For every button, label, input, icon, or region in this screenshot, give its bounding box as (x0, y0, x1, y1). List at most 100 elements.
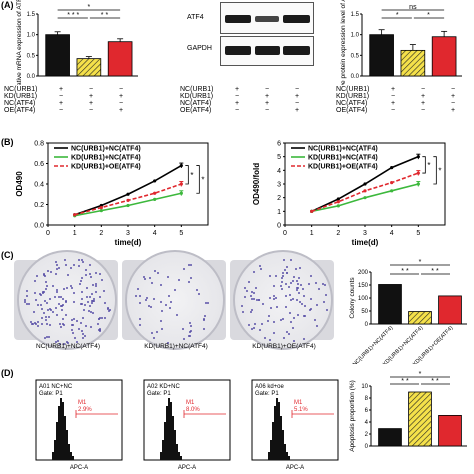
colony-dot (181, 327, 184, 330)
sign: − (450, 100, 456, 107)
colony-dot (297, 282, 300, 285)
colony-dot (295, 299, 298, 302)
histogram-bin (288, 456, 290, 460)
data-point (126, 198, 130, 202)
colony-dot (33, 292, 36, 295)
sig-mark: * * (101, 12, 109, 19)
sign: − (88, 86, 94, 93)
colony-dot (46, 301, 48, 304)
data-point (126, 192, 130, 196)
x-tick-label: 3 (126, 230, 130, 237)
x-tick-label: 3 (363, 230, 367, 237)
colony-dot (251, 308, 254, 311)
colony-dot (177, 279, 180, 282)
colony-dot (153, 270, 156, 273)
colony-dot (203, 328, 206, 331)
sign: + (58, 86, 64, 93)
colony-dot (309, 308, 312, 311)
colony-dot (58, 266, 61, 269)
colony-dot (80, 290, 83, 293)
legend-label: NC(URB1)+NC(ATF4) (308, 146, 378, 153)
histogram-bin (162, 440, 164, 460)
colony-dot (269, 275, 272, 278)
colony-dot (159, 320, 162, 323)
sig-mark: * (88, 4, 91, 11)
colony-dot (60, 305, 63, 308)
sign: + (118, 107, 124, 114)
marker-percent: 8.0% (186, 407, 200, 413)
colony-dot (261, 303, 264, 306)
colony-dot (40, 293, 43, 296)
colony-dot (297, 276, 300, 279)
colony-dot (47, 316, 50, 319)
colony-dot (281, 280, 284, 283)
x-tick-label: 1 (310, 230, 314, 237)
colony-dot (281, 274, 284, 277)
colony-dot (58, 303, 61, 306)
colony-dot (94, 291, 97, 294)
colony-dot (55, 314, 58, 317)
colony-dot (36, 274, 39, 277)
panel-c-letter: (C) (1, 250, 14, 260)
y-tick-label: 8 (365, 396, 369, 402)
colony-dot (282, 336, 285, 339)
sig-bracket (185, 165, 189, 185)
colony-dot (92, 283, 95, 286)
colony-dot (102, 290, 105, 293)
colony-dot (252, 298, 255, 301)
colony-dot (303, 294, 306, 297)
x-axis-label: APC-A (178, 465, 196, 471)
colony-dot (63, 324, 66, 327)
colony-dot (56, 289, 59, 292)
data-point (99, 209, 103, 213)
colony-dot (187, 264, 190, 267)
histogram-bin (58, 406, 60, 460)
x-axis-label: time(d) (352, 238, 379, 247)
bar (438, 415, 462, 447)
colony-dot (195, 289, 198, 292)
colony-dot (135, 294, 138, 297)
row-label: NC(ATF4) (4, 100, 36, 107)
colony-dot (109, 308, 112, 311)
bar (408, 391, 432, 447)
bar (369, 34, 394, 77)
histogram-bin (276, 398, 278, 460)
colony-dot (73, 291, 76, 294)
colony-dot (255, 298, 258, 301)
x-tick-label: 1 (73, 230, 77, 237)
y-tick-label: 0.5 (27, 53, 36, 59)
blot-band (283, 15, 310, 23)
colony-dot (269, 306, 272, 309)
colony-dot (99, 272, 102, 275)
histogram-bin (70, 452, 72, 460)
colony-dot (26, 289, 29, 292)
colony-dot (87, 310, 90, 313)
colony-dot (40, 303, 43, 306)
colony-dot (55, 264, 58, 267)
colony-dot (23, 298, 26, 301)
colony-dot (43, 300, 46, 303)
colony-dot (283, 259, 286, 262)
colony-dot (44, 280, 47, 283)
colony-dot (308, 282, 311, 285)
bar (76, 58, 102, 77)
colony-dot (243, 295, 246, 298)
colony-dot (281, 317, 284, 320)
colony-dot (54, 307, 57, 310)
colony-dot (73, 318, 76, 321)
sig-bracket (196, 165, 200, 194)
plot-frame (143, 379, 231, 461)
y-tick-label: 6 (277, 141, 281, 148)
colony-dot (142, 275, 145, 278)
colony-dot (296, 287, 299, 290)
colony-dot (41, 317, 44, 320)
colony-dot (303, 304, 306, 307)
colony-dot (280, 319, 283, 322)
colony-dot (286, 271, 289, 274)
y-tick-label: 50 (361, 309, 368, 315)
sign: + (420, 93, 426, 100)
colony-dot (75, 340, 78, 343)
sign: + (294, 93, 300, 100)
x-axis-label: APC-A (286, 465, 304, 471)
